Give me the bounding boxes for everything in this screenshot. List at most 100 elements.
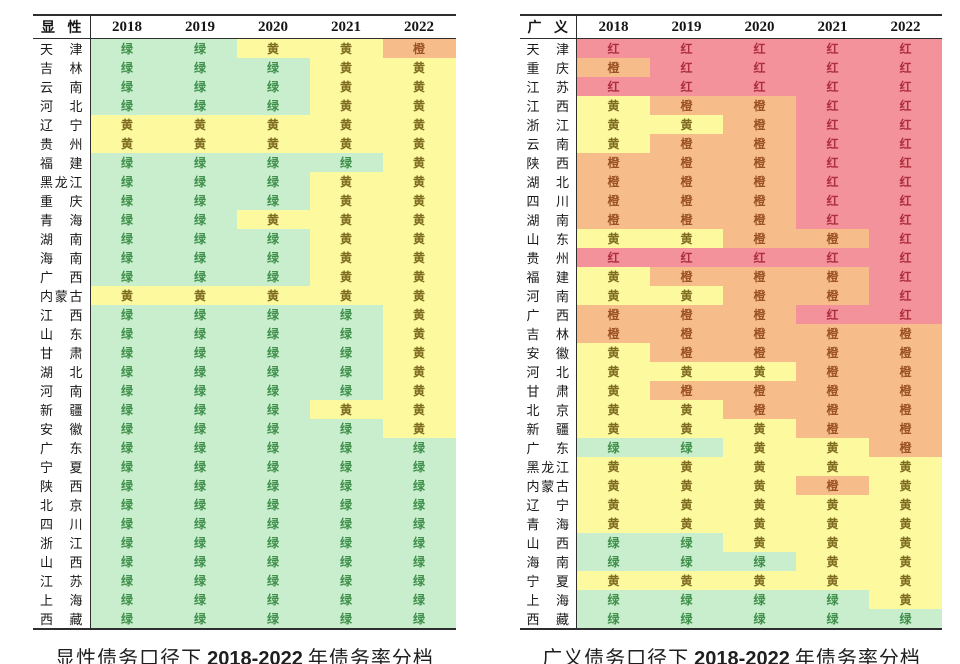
grade-cell: 绿 [309,343,383,362]
grade-cell: 黄 [382,77,456,96]
grade-cell: 红 [576,38,650,58]
grade-cell: 黄 [309,286,383,305]
grade-cell: 黄 [576,571,650,590]
grade-cell: 绿 [90,305,164,324]
grade-cell: 绿 [309,552,383,571]
grade-cell: 黄 [309,172,383,191]
grade-cell: 绿 [163,324,237,343]
year-header: 2022 [382,14,456,39]
province-row: 广东绿绿绿绿绿 [33,438,456,457]
province-label: 吉林 [519,324,577,343]
grade-cell: 黄 [723,362,796,381]
grade-cell: 黄 [576,343,650,362]
grade-cell: 绿 [236,77,310,96]
grade-cell: 橙 [576,153,650,172]
province-label: 河北 [519,362,577,381]
province-row: 河北黄黄黄橙橙 [519,362,942,381]
grade-cell: 红 [650,77,723,96]
province-label: 广西 [33,267,91,286]
grade-cell: 黄 [309,229,383,248]
grade-cell: 黄 [796,552,869,571]
grade-cell: 黄 [309,96,383,115]
grade-cell: 黄 [382,248,456,267]
grade-cell: 绿 [90,514,164,533]
grade-cell: 绿 [576,609,650,630]
province-label: 江苏 [519,77,577,96]
province-row: 上海绿绿绿绿绿 [33,590,456,609]
grade-cell: 绿 [236,153,310,172]
grade-cell: 黄 [869,476,942,495]
grade-cell: 绿 [163,58,237,77]
province-row: 西藏绿绿绿绿绿 [33,609,456,630]
grade-cell: 绿 [90,343,164,362]
grade-cell: 绿 [163,400,237,419]
grade-cell: 绿 [309,495,383,514]
broad-debt-table: 广义 2018 2019 2020 2021 2022 天津红红红红红重庆橙红红红红江苏… [519,14,942,630]
grade-cell: 绿 [163,552,237,571]
grade-cell: 黄 [163,286,237,305]
grade-cell: 橙 [869,419,942,438]
province-row: 湖南绿绿绿黄黄 [33,229,456,248]
year-header: 2020 [723,14,796,39]
grade-cell: 黄 [576,495,650,514]
grade-cell: 黄 [236,38,310,58]
grade-cell: 黄 [309,58,383,77]
grade-cell: 黄 [576,229,650,248]
province-row: 新疆黄黄黄橙橙 [519,419,942,438]
grade-cell: 黄 [236,115,310,134]
grade-cell: 红 [796,153,869,172]
grade-cell: 绿 [236,172,310,191]
grade-cell: 绿 [236,305,310,324]
grade-cell: 黄 [309,248,383,267]
province-label: 云南 [519,134,577,153]
province-label: 安徽 [519,343,577,362]
province-row: 浙江黄黄橙红红 [519,115,942,134]
grade-cell: 橙 [723,134,796,153]
grade-cell: 绿 [90,590,164,609]
grade-cell: 红 [869,248,942,267]
grade-cell: 绿 [382,609,456,630]
grade-cell: 红 [869,305,942,324]
province-label: 山西 [519,533,577,552]
province-label: 陕西 [519,153,577,172]
grade-cell: 橙 [869,343,942,362]
province-label: 黑龙江 [33,172,91,191]
grade-cell: 黄 [869,495,942,514]
grade-cell: 绿 [90,210,164,229]
grade-cell: 橙 [650,96,723,115]
table-corner-label: 广义 [519,14,577,39]
grade-cell: 绿 [236,191,310,210]
province-row: 甘肃绿绿绿绿黄 [33,343,456,362]
explicit-debt-table: 显性 2018 2019 2020 2021 2022 天津绿绿黄黄橙吉林绿绿绿黄黄云南… [33,14,456,630]
table-corner-label: 显性 [33,14,91,39]
explicit-table-caption: 显性债务口径下 2018-2022 年债务率分档 [33,642,456,664]
province-label: 广东 [33,438,91,457]
grade-cell: 绿 [90,476,164,495]
grade-cell: 橙 [796,286,869,305]
grade-cell: 绿 [163,533,237,552]
grade-cell: 黄 [236,210,310,229]
grade-cell: 绿 [90,381,164,400]
province-row: 广西橙橙橙红红 [519,305,942,324]
province-label: 江西 [33,305,91,324]
grade-cell: 绿 [382,571,456,590]
grade-cell: 绿 [236,229,310,248]
province-row: 云南黄橙橙红红 [519,134,942,153]
grade-cell: 绿 [163,305,237,324]
grade-cell: 红 [576,77,650,96]
province-row: 河北绿绿绿黄黄 [33,96,456,115]
grade-cell: 绿 [163,514,237,533]
grade-cell: 黄 [382,134,456,153]
grade-cell: 黄 [869,552,942,571]
header-row: 显性 2018 2019 2020 2021 2022 [33,14,456,39]
grade-cell: 绿 [382,457,456,476]
grade-cell: 黄 [382,210,456,229]
grade-cell: 绿 [236,343,310,362]
grade-cell: 绿 [236,381,310,400]
province-label: 西藏 [519,609,577,630]
province-row: 陕西橙橙橙红红 [519,153,942,172]
year-header: 2018 [90,14,164,39]
grade-cell: 绿 [236,324,310,343]
grade-cell: 绿 [236,267,310,286]
grade-cell: 橙 [650,381,723,400]
